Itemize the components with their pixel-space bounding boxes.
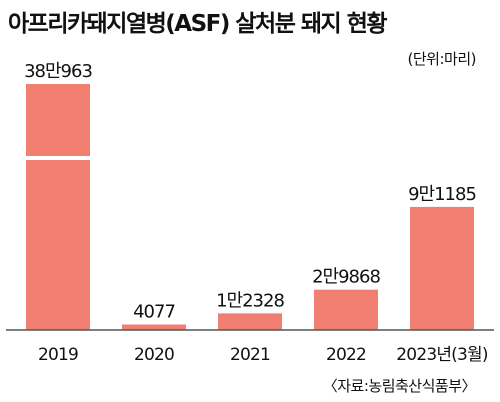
axis-break-mark bbox=[24, 156, 92, 160]
category-label: 2021 bbox=[230, 345, 270, 365]
value-label: 38만963 bbox=[24, 61, 92, 82]
value-label: 1만2328 bbox=[216, 290, 284, 311]
source-note: 〈자료:농림축산식품부〉 bbox=[322, 377, 477, 395]
value-label: 2만9868 bbox=[312, 267, 380, 288]
bar bbox=[314, 289, 378, 330]
category-label: 2022 bbox=[326, 345, 366, 365]
bar bbox=[26, 84, 90, 330]
category-label: 2020 bbox=[134, 345, 174, 365]
value-label: 9만1185 bbox=[408, 184, 476, 205]
category-label: 2023년(3월) bbox=[396, 345, 488, 365]
chart-title: 아프리카돼지열병(ASF) 살처분 돼지 현황 bbox=[8, 11, 388, 37]
unit-note: (단위:마리) bbox=[407, 50, 477, 68]
bar bbox=[122, 324, 186, 330]
category-label: 2019 bbox=[38, 345, 78, 365]
value-label: 4077 bbox=[133, 301, 175, 322]
bar bbox=[410, 206, 474, 330]
bar bbox=[218, 313, 282, 330]
